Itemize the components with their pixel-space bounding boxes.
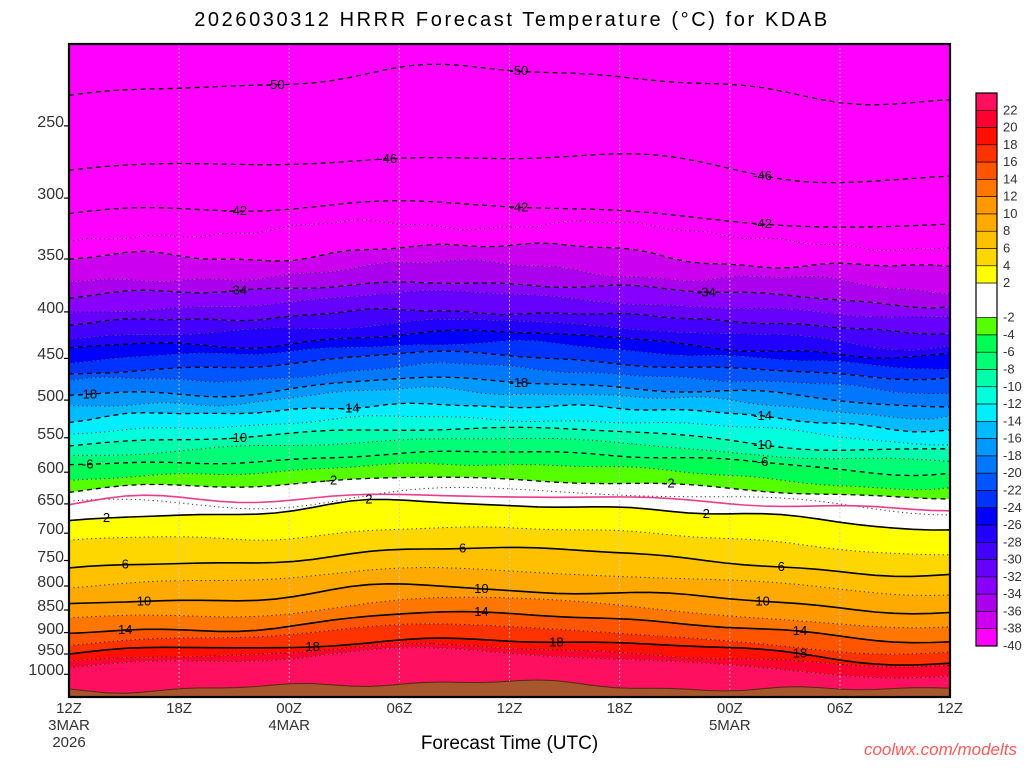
svg-text:-46: -46 bbox=[753, 168, 772, 183]
svg-text:-18: -18 bbox=[510, 375, 529, 390]
svg-text:10: 10 bbox=[474, 581, 488, 596]
svg-text:-40: -40 bbox=[1003, 638, 1022, 653]
svg-text:20: 20 bbox=[1003, 120, 1017, 135]
svg-text:-50: -50 bbox=[510, 63, 529, 78]
svg-text:18: 18 bbox=[1003, 137, 1017, 152]
svg-text:-10: -10 bbox=[1003, 379, 1022, 394]
svg-text:22: 22 bbox=[1003, 102, 1017, 117]
svg-text:-6: -6 bbox=[1003, 344, 1015, 359]
svg-text:18: 18 bbox=[549, 634, 563, 649]
svg-text:6: 6 bbox=[122, 557, 129, 572]
svg-text:-10: -10 bbox=[753, 437, 772, 452]
svg-text:18: 18 bbox=[793, 646, 807, 661]
svg-text:-18: -18 bbox=[78, 386, 97, 401]
svg-text:14: 14 bbox=[793, 623, 807, 638]
svg-text:10: 10 bbox=[1003, 206, 1017, 221]
svg-text:-50: -50 bbox=[266, 77, 285, 92]
svg-text:-42: -42 bbox=[228, 203, 247, 218]
svg-text:-12: -12 bbox=[1003, 396, 1022, 411]
svg-text:-34: -34 bbox=[1003, 586, 1022, 601]
svg-text:-18: -18 bbox=[1003, 448, 1022, 463]
svg-text:-30: -30 bbox=[1003, 552, 1022, 567]
svg-text:14: 14 bbox=[1003, 171, 1017, 186]
svg-text:6: 6 bbox=[1003, 241, 1010, 256]
svg-text:4: 4 bbox=[1003, 258, 1010, 273]
svg-text:-6: -6 bbox=[757, 454, 769, 469]
svg-text:2: 2 bbox=[703, 506, 710, 521]
svg-text:14: 14 bbox=[474, 604, 488, 619]
svg-text:-22: -22 bbox=[1003, 483, 1022, 498]
svg-text:18: 18 bbox=[305, 639, 319, 654]
svg-text:14: 14 bbox=[118, 622, 132, 637]
svg-text:12: 12 bbox=[1003, 189, 1017, 204]
svg-text:-2: -2 bbox=[663, 476, 675, 491]
svg-text:-2: -2 bbox=[1003, 310, 1015, 325]
svg-text:-10: -10 bbox=[228, 430, 247, 445]
svg-text:-38: -38 bbox=[1003, 621, 1022, 636]
svg-text:-28: -28 bbox=[1003, 534, 1022, 549]
svg-text:-36: -36 bbox=[1003, 603, 1022, 618]
svg-text:2: 2 bbox=[1003, 275, 1010, 290]
svg-text:-14: -14 bbox=[1003, 413, 1022, 428]
svg-text:-42: -42 bbox=[510, 199, 529, 214]
svg-text:-42: -42 bbox=[753, 216, 772, 231]
svg-text:-6: -6 bbox=[82, 456, 94, 471]
svg-text:-14: -14 bbox=[341, 401, 360, 416]
svg-text:10: 10 bbox=[137, 593, 151, 608]
svg-text:-8: -8 bbox=[1003, 362, 1015, 377]
svg-text:6: 6 bbox=[778, 559, 785, 574]
svg-text:16: 16 bbox=[1003, 154, 1017, 169]
svg-text:-34: -34 bbox=[228, 283, 247, 298]
svg-text:6: 6 bbox=[459, 541, 466, 556]
svg-text:-46: -46 bbox=[378, 151, 397, 166]
svg-text:-32: -32 bbox=[1003, 569, 1022, 584]
svg-text:-26: -26 bbox=[1003, 517, 1022, 532]
svg-text:-20: -20 bbox=[1003, 465, 1022, 480]
svg-text:10: 10 bbox=[755, 593, 769, 608]
svg-text:-4: -4 bbox=[1003, 327, 1015, 342]
svg-text:-34: -34 bbox=[697, 284, 716, 299]
svg-text:-16: -16 bbox=[1003, 431, 1022, 446]
svg-text:-24: -24 bbox=[1003, 500, 1022, 515]
svg-text:-2: -2 bbox=[326, 473, 338, 488]
svg-text:2: 2 bbox=[103, 510, 110, 525]
svg-text:8: 8 bbox=[1003, 223, 1010, 238]
svg-text:2: 2 bbox=[365, 492, 372, 507]
svg-text:-14: -14 bbox=[753, 408, 772, 423]
